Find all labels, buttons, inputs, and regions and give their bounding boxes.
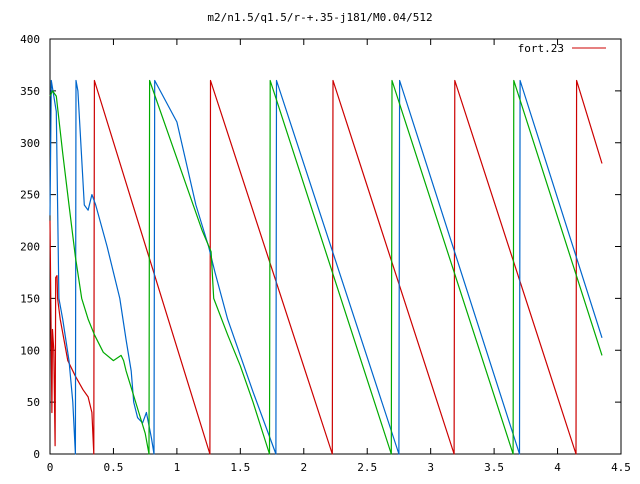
series-line-2 <box>49 79 603 455</box>
y-tick-label: 0 <box>33 448 40 461</box>
series-line-0 <box>49 79 603 455</box>
ticks-layer: 0 0.5 1 1.5 2 2.5 3 3.5 4 4.5 0 50 100 150 200 250 300 35… <box>20 33 631 474</box>
series-line-1 <box>49 79 603 455</box>
y-tick-label: 350 <box>20 85 40 98</box>
legend: fort.23 <box>518 42 606 55</box>
chart-title: m2/n1.5/q1.5/r-+.35-j181/M0.04/512 <box>207 11 432 24</box>
x-tick-label: 0.5 <box>104 461 124 474</box>
y-tick-label: 100 <box>20 344 40 357</box>
x-tick-label: 3 <box>427 461 434 474</box>
x-tick-label: 2 <box>300 461 307 474</box>
y-tick-label: 150 <box>20 292 40 305</box>
x-tick-label: 1.5 <box>230 461 250 474</box>
series-layer <box>49 79 603 455</box>
x-tick-label: 1 <box>174 461 181 474</box>
y-tick-label: 300 <box>20 137 40 150</box>
axes-layer <box>49 38 622 455</box>
x-tick-label: 4 <box>554 461 561 474</box>
x-tick-label: 4.5 <box>611 461 631 474</box>
x-tick-label: 0 <box>47 461 54 474</box>
y-tick-label: 400 <box>20 33 40 46</box>
x-tick-label: 2.5 <box>357 461 377 474</box>
plot-frame <box>49 38 622 455</box>
legend-label: fort.23 <box>518 42 564 55</box>
y-tick-label: 250 <box>20 189 40 202</box>
y-tick-label: 200 <box>20 241 40 254</box>
y-tick-label: 50 <box>27 396 40 409</box>
x-tick-label: 3.5 <box>484 461 504 474</box>
